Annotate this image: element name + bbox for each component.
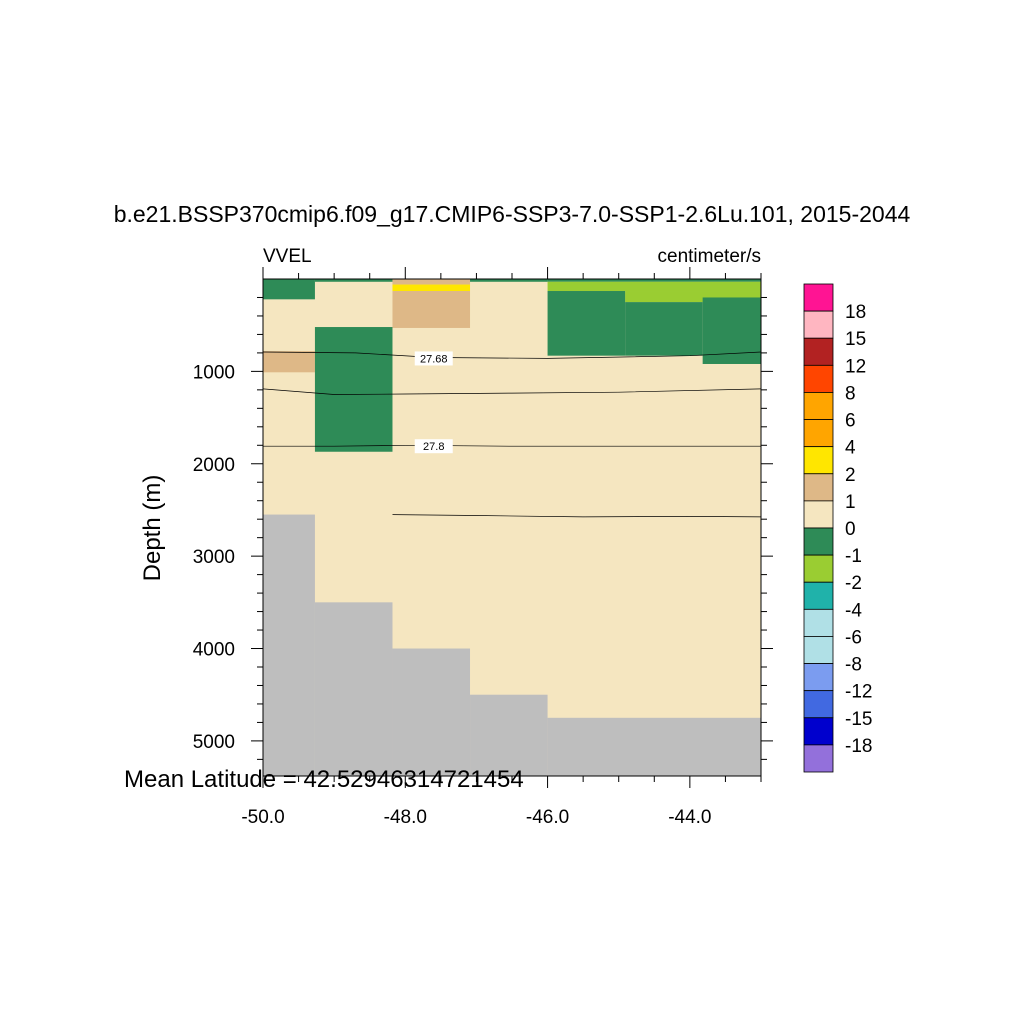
y-axis-label: Depth (m) [139, 475, 166, 582]
velocity-cell [547, 279, 761, 282]
contour-label: 27.68 [420, 353, 448, 365]
density-contour-line [262, 351, 762, 359]
land-mask [470, 694, 548, 776]
y-tick-label: 3000 [193, 547, 235, 568]
velocity-cell [547, 281, 761, 292]
velocity-cell [314, 279, 393, 282]
colorbar-swatch [803, 663, 834, 692]
colorbar: 18 15 12 8 6 4 2 1 0 -1 -2 -4 -6 -8 -12 -15 -18 [803, 283, 872, 773]
colorbar-label: -12 [845, 682, 872, 703]
colorbar-swatch [803, 581, 834, 610]
colorbar-label: -15 [845, 709, 872, 730]
colorbar-swatch [803, 690, 834, 719]
velocity-cell [470, 279, 548, 282]
colorbar-swatch [803, 636, 834, 664]
y-tick-label: 1000 [193, 362, 235, 383]
velocity-cell [263, 351, 315, 373]
colorbar-label: -2 [845, 573, 862, 594]
variable-label: VVEL [263, 246, 312, 267]
colorbar-label: 8 [845, 383, 856, 404]
colorbar-label: -6 [845, 627, 862, 648]
colorbar-label: 18 [845, 302, 866, 323]
contour-label: 27.8 [423, 441, 444, 453]
colorbar-swatch [803, 744, 834, 773]
velocity-cell [392, 279, 471, 285]
colorbar-label: 15 [845, 329, 866, 350]
colorbar-swatch [803, 392, 834, 420]
colorbar-swatch [803, 364, 834, 393]
colorbar-label: -8 [845, 655, 862, 676]
y-tick-label: 2000 [193, 455, 235, 476]
velocity-cell [314, 327, 393, 452]
x-tick-label: -44.0 [668, 807, 711, 828]
land-mask [392, 648, 471, 776]
x-tick-label: -48.0 [384, 807, 427, 828]
colorbar-swatch [803, 717, 834, 746]
colorbar-swatch [803, 337, 834, 366]
colorbar-label: 6 [845, 411, 856, 432]
colorbar-swatch [803, 419, 834, 448]
contour-layer: 27.68 27.8 [262, 351, 762, 518]
x-tick-label: -50.0 [241, 807, 284, 828]
colorbar-swatch [803, 310, 834, 339]
contour-label-box [414, 351, 453, 366]
colorbar-label: 0 [845, 519, 856, 540]
velocity-cell [625, 302, 703, 356]
mean-latitude-annotation: Mean Latitude = 42.52946314721454 [124, 766, 524, 793]
colorbar-swatch [803, 500, 834, 529]
velocity-cell [625, 291, 761, 303]
land-mask [263, 514, 315, 776]
x-tick-label: -46.0 [526, 807, 569, 828]
colorbar-label: -4 [845, 600, 862, 621]
colorbar-label: 1 [845, 492, 856, 513]
colorbar-swatch [803, 473, 834, 502]
colorbar-swatch [803, 554, 834, 583]
land-mask [547, 717, 761, 776]
colorbar-label: 2 [845, 465, 856, 486]
colorbar-swatch [803, 446, 834, 475]
y-tick-label: 4000 [193, 640, 235, 661]
velocity-cell [392, 284, 471, 292]
density-contour-line [262, 388, 762, 395]
colorbar-swatch [803, 608, 834, 637]
colorbar-swatch [803, 527, 834, 556]
land-mask [314, 602, 393, 776]
velocity-cell [702, 297, 761, 364]
density-contour-line [263, 444, 761, 447]
plot-area [263, 279, 761, 776]
colorbar-label: -18 [845, 736, 872, 757]
density-contour-line [392, 514, 762, 518]
velocity-cell [263, 279, 315, 300]
y-tick-label: 5000 [193, 732, 235, 753]
colorbar-label: 12 [845, 356, 866, 377]
contour-label-box [414, 439, 453, 454]
axes-layer: -50.0 -48.0 -46.0 -44.0 1000 2000 3000 4000 5000 [193, 267, 773, 828]
colorbar-swatch [803, 283, 834, 312]
chart-title: b.e21.BSSP370cmip6.f09_g17.CMIP6-SSP3-7.… [114, 201, 911, 227]
colorbar-label: 4 [845, 438, 856, 459]
colorbar-label: -1 [845, 546, 862, 567]
velocity-cell [547, 291, 626, 356]
units-label: centimeter/s [658, 246, 761, 267]
velocity-cell [392, 291, 471, 328]
